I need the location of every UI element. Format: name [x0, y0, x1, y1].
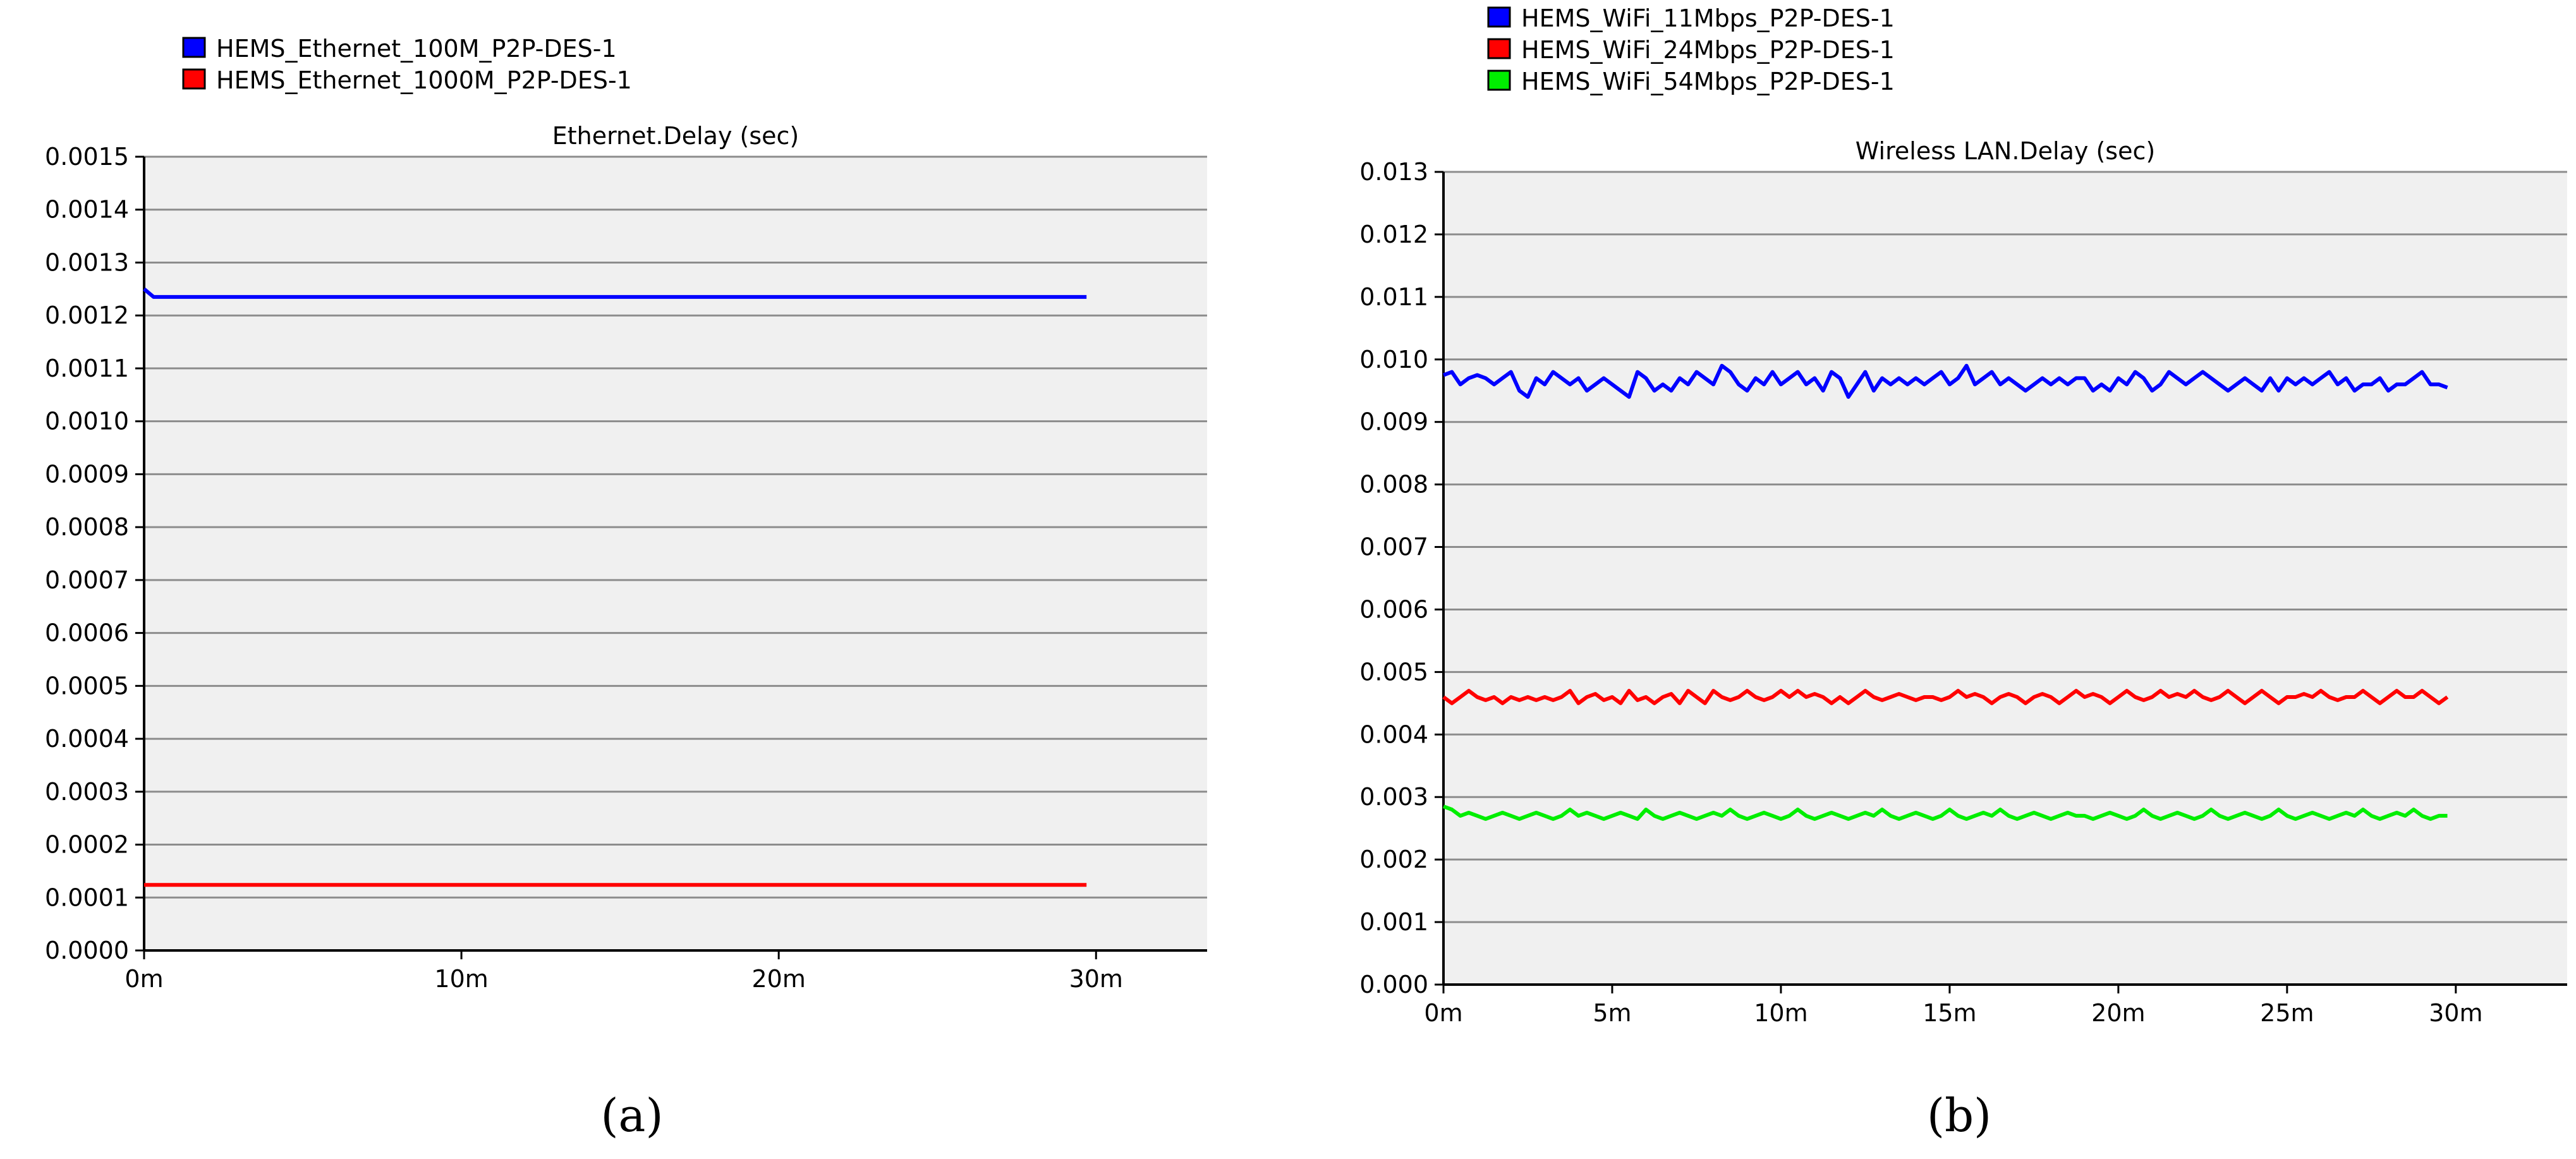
y-tick-label: 0.002 [1359, 846, 1428, 873]
chart-title: Wireless LAN.Delay (sec) [1856, 137, 2155, 165]
legend-swatch [1487, 6, 1511, 28]
y-tick-label: 0.0005 [45, 672, 129, 700]
y-tick-label: 0.013 [1359, 158, 1428, 186]
y-tick-label: 0.001 [1359, 908, 1428, 936]
legend-label: HEMS_WiFi_11Mbps_P2P-DES-1 [1521, 4, 1895, 32]
y-tick-label: 0.0011 [45, 355, 129, 382]
x-tick-label: 0m [1424, 999, 1462, 1027]
y-tick-label: 0.004 [1359, 720, 1428, 748]
legend-swatch [182, 37, 206, 58]
y-tick-label: 0.0007 [45, 566, 129, 594]
y-tick-label: 0.0012 [45, 301, 129, 329]
figure-caption: (b) [1927, 1089, 1991, 1142]
series-line [143, 287, 1087, 299]
chart-ethernet-delay: 0.0000 0.0001 0.0002 0.0003 0.0004 0.0005 0.00… [45, 35, 1207, 1142]
legend-label: HEMS_Ethernet_100M_P2P-DES-1 [216, 35, 617, 63]
x-tick-label: 15m [1923, 999, 1976, 1027]
legend-label: HEMS_WiFi_54Mbps_P2P-DES-1 [1521, 68, 1895, 95]
x-tick-label: 30m [2429, 999, 2482, 1027]
y-tick-label: 0.0010 [45, 408, 129, 435]
x-tick-label: 10m [1754, 999, 1807, 1027]
legend-swatch [1487, 70, 1511, 91]
y-tick-label: 0.0006 [45, 619, 129, 647]
x-tick-label: 10m [434, 965, 488, 993]
y-tick-label: 0.005 [1359, 658, 1428, 686]
y-tick-label: 0.010 [1359, 346, 1428, 373]
plot-area [1443, 172, 2567, 985]
plot-area [144, 157, 1207, 950]
legend-label: HEMS_Ethernet_1000M_P2P-DES-1 [216, 66, 632, 94]
y-tick-label: 0.008 [1359, 471, 1428, 499]
y-tick-label: 0.0015 [45, 143, 129, 171]
y-tick-label: 0.0000 [45, 937, 129, 964]
series-line [1442, 689, 2449, 705]
y-tick-label: 0.011 [1359, 283, 1428, 311]
x-tick-label: 25m [2260, 999, 2314, 1027]
chart-wireless-lan-delay: 0.000 0.001 0.002 0.003 0.004 0.005 0.006 0.007… [1359, 4, 2567, 1142]
y-tick-label: 0.0013 [45, 248, 129, 276]
x-tick-label: 30m [1069, 965, 1123, 993]
legend-label: HEMS_WiFi_24Mbps_P2P-DES-1 [1521, 36, 1895, 64]
figure-caption: (a) [600, 1089, 663, 1142]
y-tick-label: 0.006 [1359, 595, 1428, 623]
series-line [1442, 363, 2448, 399]
chart-title: Ethernet.Delay (sec) [552, 122, 799, 150]
legend-swatch [182, 68, 206, 90]
y-tick-label: 0.003 [1359, 783, 1428, 811]
y-tick-label: 0.000 [1359, 971, 1428, 998]
x-tick-label: 0m [125, 965, 163, 993]
legend-swatch [1487, 38, 1511, 59]
x-tick-label: 20m [751, 965, 805, 993]
x-tick-label: 5m [1593, 999, 1631, 1027]
y-tick-label: 0.0008 [45, 513, 129, 541]
y-tick-label: 0.012 [1359, 221, 1428, 248]
y-tick-label: 0.0002 [45, 831, 129, 859]
y-tick-label: 0.0001 [45, 883, 129, 911]
series-line [1442, 804, 2448, 821]
x-tick-label: 20m [2091, 999, 2145, 1027]
y-tick-label: 0.0009 [45, 460, 129, 488]
y-tick-label: 0.0014 [45, 196, 129, 224]
y-tick-label: 0.0003 [45, 778, 129, 806]
y-tick-label: 0.0004 [45, 725, 129, 753]
y-tick-label: 0.009 [1359, 408, 1428, 436]
y-tick-label: 0.007 [1359, 533, 1428, 561]
